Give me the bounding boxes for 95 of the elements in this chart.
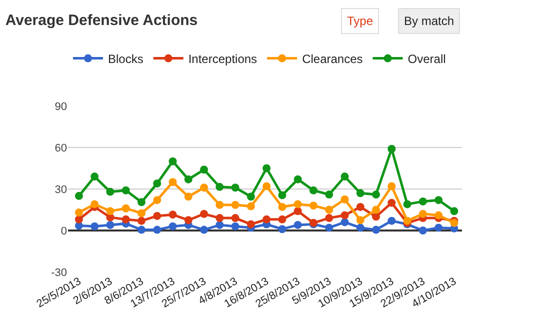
point xyxy=(434,224,443,232)
text: By match xyxy=(404,14,454,28)
point xyxy=(74,208,83,217)
point xyxy=(153,179,162,188)
point xyxy=(262,182,271,190)
point xyxy=(200,210,208,218)
point xyxy=(246,192,255,201)
point xyxy=(388,144,396,153)
point xyxy=(418,210,427,218)
point xyxy=(106,188,114,196)
point xyxy=(372,226,380,234)
point xyxy=(74,192,83,200)
point xyxy=(340,218,349,226)
point xyxy=(122,204,130,212)
legend-label: Blocks xyxy=(108,52,144,66)
point xyxy=(309,202,318,210)
point xyxy=(325,190,334,199)
chart-title: Average Defensive Actions xyxy=(5,12,198,29)
point xyxy=(262,164,271,172)
point xyxy=(231,184,240,192)
point xyxy=(200,184,208,192)
y-tick-label: -30 xyxy=(51,266,67,279)
point xyxy=(356,202,364,211)
point xyxy=(294,200,302,208)
point xyxy=(372,212,380,221)
point xyxy=(231,222,240,230)
text: Type xyxy=(347,14,374,28)
y-tick-label: 90 xyxy=(54,100,67,113)
point xyxy=(74,215,83,224)
point xyxy=(325,224,334,232)
point xyxy=(106,207,114,216)
point xyxy=(122,215,130,224)
point xyxy=(137,226,146,234)
point xyxy=(168,210,177,219)
point xyxy=(216,214,224,222)
point xyxy=(388,216,396,225)
point xyxy=(200,166,208,174)
point xyxy=(418,197,427,206)
legend-label: Clearances xyxy=(302,52,363,66)
point xyxy=(168,222,177,230)
point xyxy=(231,214,240,222)
point xyxy=(216,182,224,191)
point xyxy=(231,200,240,209)
point xyxy=(294,220,302,229)
point xyxy=(153,212,162,220)
point xyxy=(325,206,334,214)
point xyxy=(137,209,146,218)
point xyxy=(246,202,255,210)
point xyxy=(90,200,99,208)
point xyxy=(168,178,177,186)
point xyxy=(153,226,162,234)
point xyxy=(122,186,130,194)
legend-label: Interceptions xyxy=(188,52,258,66)
point xyxy=(184,175,192,184)
point xyxy=(278,202,286,211)
point xyxy=(90,222,99,230)
point xyxy=(246,220,255,228)
point xyxy=(294,207,302,216)
point xyxy=(340,195,349,204)
point xyxy=(168,157,177,166)
point xyxy=(434,211,443,220)
y-tick-label: 30 xyxy=(54,184,67,196)
point xyxy=(90,172,99,181)
y-tick-label: 60 xyxy=(54,142,67,154)
point xyxy=(356,189,364,198)
point xyxy=(450,207,458,216)
point xyxy=(216,220,224,229)
point xyxy=(262,215,271,224)
point xyxy=(294,175,302,184)
point xyxy=(418,226,427,234)
point xyxy=(137,198,146,206)
point xyxy=(184,192,192,201)
point xyxy=(356,216,364,224)
point xyxy=(388,198,396,207)
point xyxy=(184,216,192,224)
point xyxy=(137,216,146,225)
point xyxy=(278,191,286,200)
point xyxy=(340,211,349,220)
legend-label: Overall xyxy=(408,52,446,66)
point xyxy=(340,172,349,181)
point xyxy=(106,220,114,229)
point xyxy=(325,214,334,222)
point xyxy=(153,196,162,204)
point xyxy=(388,182,396,190)
point xyxy=(278,225,286,234)
point xyxy=(309,186,318,194)
point xyxy=(356,224,364,232)
point xyxy=(372,190,380,199)
y-tick-label: 0 xyxy=(60,225,67,238)
point xyxy=(372,206,380,214)
point xyxy=(434,196,443,204)
point xyxy=(200,226,208,234)
point xyxy=(278,215,286,224)
point xyxy=(403,200,412,208)
point xyxy=(216,200,224,209)
